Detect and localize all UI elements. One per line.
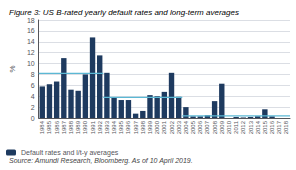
svg-text:2006: 2006 (197, 120, 203, 134)
svg-text:2013: 2013 (248, 120, 254, 134)
svg-text:2011: 2011 (233, 120, 239, 134)
svg-text:2001: 2001 (161, 120, 167, 134)
svg-text:%: % (8, 65, 17, 72)
svg-text:1998: 1998 (140, 120, 146, 134)
svg-text:2007: 2007 (204, 120, 210, 134)
svg-text:1997: 1997 (133, 120, 139, 134)
svg-text:1991: 1991 (90, 120, 96, 134)
svg-text:1992: 1992 (97, 120, 103, 134)
svg-text:1987: 1987 (61, 120, 67, 134)
svg-text:0: 0 (31, 115, 35, 122)
svg-text:10: 10 (27, 60, 35, 67)
svg-text:8: 8 (31, 71, 35, 78)
svg-text:1985: 1985 (46, 120, 52, 134)
svg-text:1996: 1996 (125, 120, 131, 134)
svg-text:2018: 2018 (283, 120, 289, 134)
svg-text:4: 4 (31, 93, 35, 100)
svg-text:1986: 1986 (54, 120, 60, 134)
svg-text:2008: 2008 (212, 120, 218, 134)
svg-text:1994: 1994 (111, 120, 117, 134)
svg-text:2009: 2009 (219, 120, 225, 134)
svg-text:2017: 2017 (276, 120, 282, 134)
svg-text:1990: 1990 (82, 120, 88, 134)
svg-text:12: 12 (27, 49, 35, 56)
svg-text:2: 2 (31, 104, 35, 111)
svg-text:2005: 2005 (190, 120, 196, 134)
svg-text:14: 14 (27, 38, 35, 45)
svg-text:Default rates and l/t-y averag: Default rates and l/t-y averages (21, 149, 119, 157)
svg-text:1995: 1995 (118, 120, 124, 134)
svg-text:1984: 1984 (39, 120, 45, 134)
svg-text:2002: 2002 (169, 120, 175, 134)
svg-text:1993: 1993 (104, 120, 110, 134)
svg-text:18: 18 (27, 17, 35, 24)
svg-text:1999: 1999 (147, 120, 153, 134)
svg-text:Source: Amundi Research, Bloom: Source: Amundi Research, Bloomberg. As o… (9, 157, 193, 165)
svg-text:2010: 2010 (226, 120, 232, 134)
svg-text:16: 16 (27, 27, 35, 34)
svg-text:2012: 2012 (240, 120, 246, 134)
svg-text:1988: 1988 (68, 120, 74, 134)
svg-text:2014: 2014 (255, 120, 261, 134)
svg-text:2003: 2003 (176, 120, 182, 134)
svg-text:2016: 2016 (269, 120, 275, 134)
svg-text:2000: 2000 (154, 120, 160, 134)
svg-text:1989: 1989 (75, 120, 81, 134)
svg-text:6: 6 (31, 82, 35, 89)
svg-text:Figure 3: US B-rated yearly de: Figure 3: US B-rated yearly default rate… (9, 8, 239, 17)
svg-text:2015: 2015 (262, 120, 268, 134)
svg-text:2004: 2004 (183, 120, 189, 134)
